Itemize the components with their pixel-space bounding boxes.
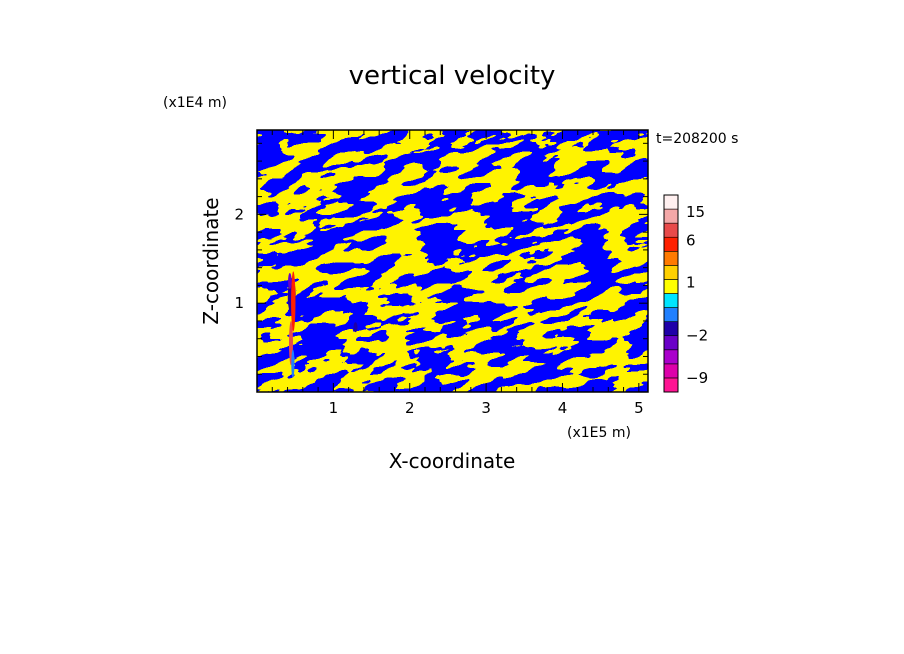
x-axis-ticks: 1 2 3 4 5 <box>271 130 644 417</box>
colorbar-segment <box>663 293 679 308</box>
heatmap-bands <box>257 130 648 392</box>
colorbar-segment <box>663 279 679 294</box>
time-label: t=208200 s <box>656 131 738 147</box>
velocity-feature <box>353 322 358 333</box>
colorbar-segment <box>663 377 679 393</box>
colorbar-segment <box>663 335 679 351</box>
heatmap-field <box>257 130 648 392</box>
colorbar-tick-label: 6 <box>686 231 696 249</box>
colorbar-tick-label: −2 <box>686 327 708 345</box>
velocity-feature <box>288 272 292 289</box>
colorbar-segment <box>663 222 679 238</box>
heatmap-features <box>287 271 358 378</box>
y-tick-label: 1 <box>234 294 244 312</box>
colorbar-segment <box>663 236 679 252</box>
x-unit-label: (x1E5 m) <box>567 425 631 441</box>
y-axis-ticks: 12 <box>234 142 648 375</box>
colorbar-segment <box>663 307 679 322</box>
y-unit-label: (x1E4 m) <box>163 95 227 111</box>
x-tick-label: 5 <box>634 399 644 417</box>
y-tick-label: 2 <box>234 205 244 223</box>
colorbar-tick-label: 1 <box>686 274 696 292</box>
x-axis-label: X-coordinate <box>389 449 516 473</box>
colorbar-tick-label: 15 <box>686 203 705 221</box>
colorbar: 15 6 1 −2 −9 <box>663 194 708 393</box>
colorbar-segment <box>663 349 679 365</box>
velocity-feature <box>291 271 296 332</box>
colorbar-segment <box>663 250 679 266</box>
x-tick-label: 3 <box>481 399 491 417</box>
chart-title: vertical velocity <box>349 61 556 91</box>
velocity-feature <box>291 349 295 378</box>
colorbar-segment <box>663 363 679 379</box>
colorbar-segment <box>663 208 679 224</box>
colorbar-frame <box>663 194 679 393</box>
x-tick-label: 1 <box>329 399 339 417</box>
x-tick-label: 4 <box>558 399 568 417</box>
colorbar-segment <box>663 265 679 280</box>
colorbar-segment <box>663 321 679 337</box>
colorbar-tick-label: −9 <box>686 369 708 387</box>
y-axis-label: Z-coordinate <box>199 197 223 324</box>
plot-frame <box>256 129 649 393</box>
x-tick-label: 2 <box>405 399 415 417</box>
colorbar-segment <box>663 194 679 210</box>
